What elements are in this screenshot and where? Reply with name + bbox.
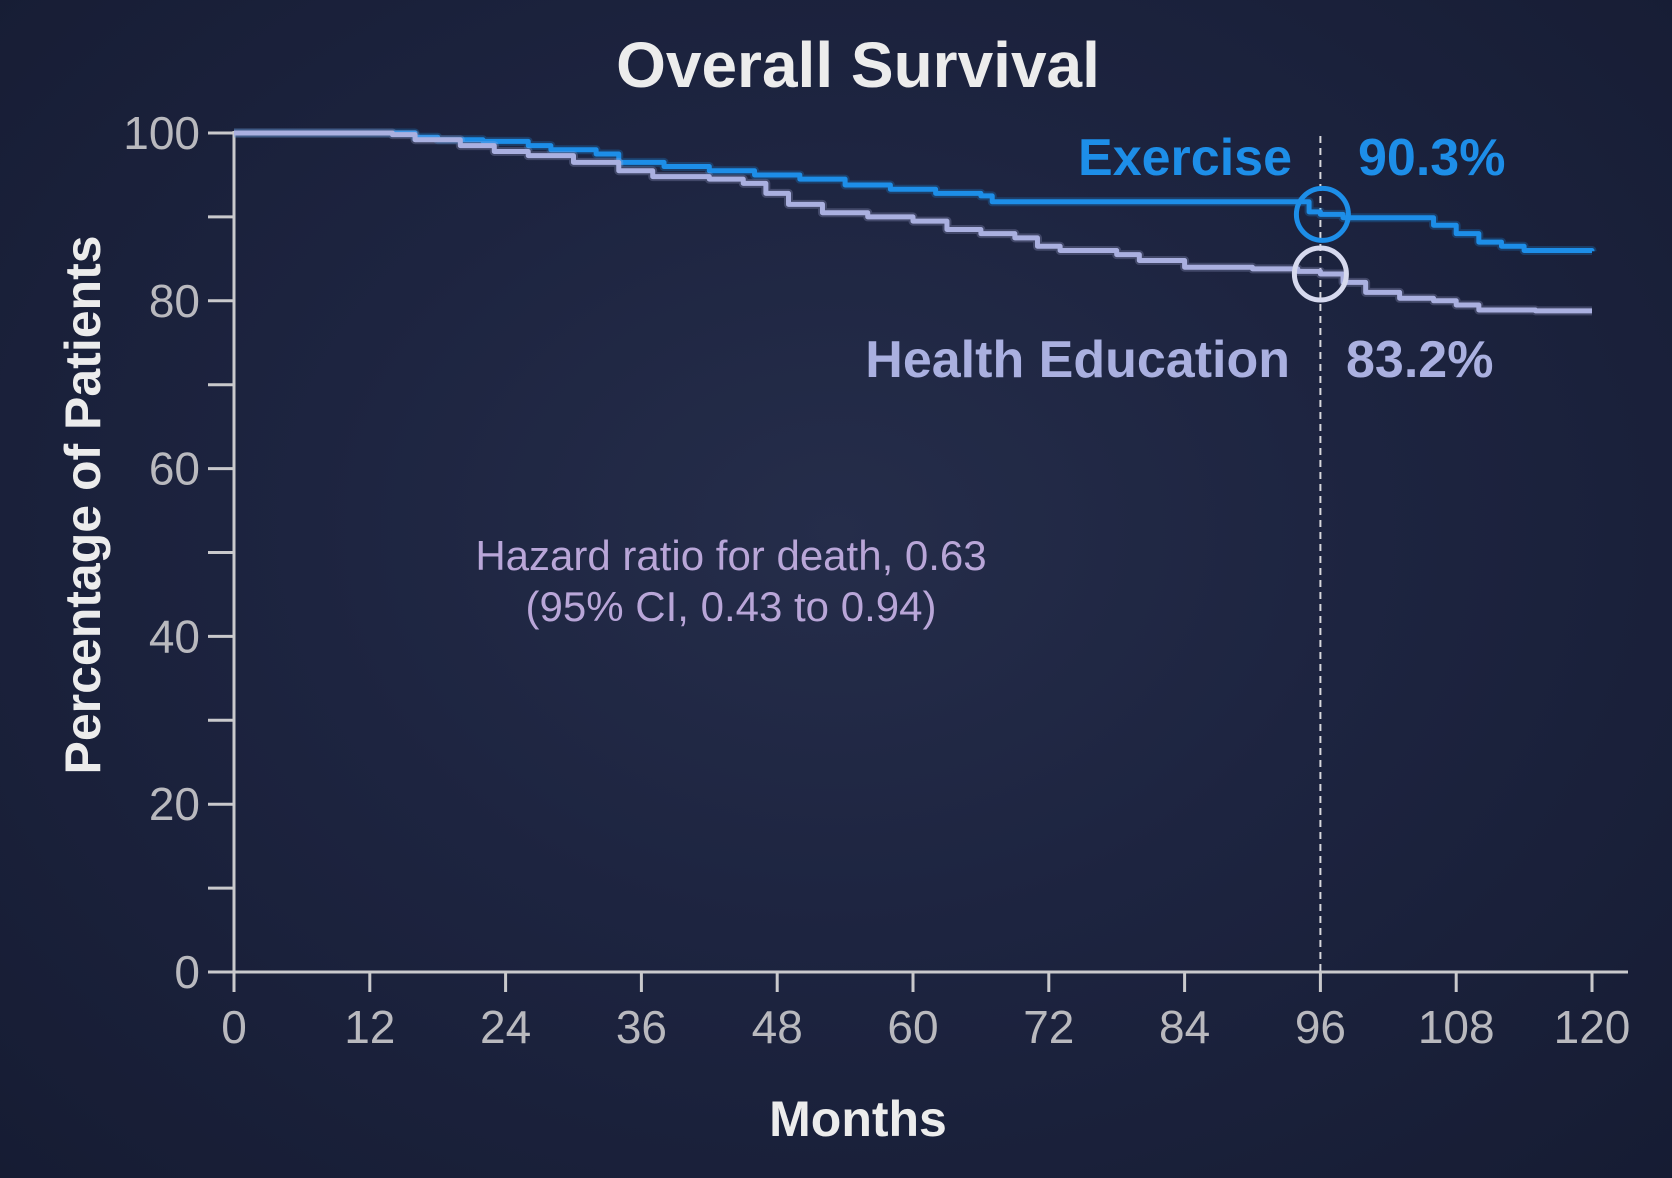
y-tick-label: 0: [174, 946, 200, 998]
y-tick-label: 20: [149, 778, 200, 830]
x-tick-label: 60: [887, 1001, 938, 1053]
survival-curves: [234, 128, 1597, 316]
chart-title: Overall Survival: [616, 29, 1100, 101]
y-tick-label: 80: [149, 275, 200, 327]
x-tick-label: 36: [616, 1001, 667, 1053]
exercise-label: Exercise: [1078, 129, 1292, 187]
x-tick-label: 0: [221, 1001, 247, 1053]
x-axis-title: Months: [769, 1091, 947, 1147]
x-tick-label: 84: [1159, 1001, 1210, 1053]
y-tick-label: 100: [123, 107, 200, 159]
y-axis-title: Percentage of Patients: [55, 235, 111, 774]
hazard-ratio-text: Hazard ratio for death, 0.63: [475, 532, 986, 579]
x-tick-label: 108: [1418, 1001, 1495, 1053]
health-education-label: Health Education: [865, 331, 1290, 389]
x-tick-label: 48: [752, 1001, 803, 1053]
x-tick-label: 72: [1023, 1001, 1074, 1053]
exercise-value-label: 90.3%: [1358, 129, 1505, 187]
x-tick-label: 120: [1554, 1001, 1631, 1053]
health-education-value-label: 83.2%: [1346, 331, 1493, 389]
x-tick-label: 12: [344, 1001, 395, 1053]
axes: 0 20 40 60 80 100 0 12 24 36 48 60 72 84 96 108 120: [123, 107, 1630, 1053]
x-tick-label: 96: [1295, 1001, 1346, 1053]
y-tick-label: 40: [149, 610, 200, 662]
health-education-curve: [234, 130, 1592, 314]
series-labels: Exercise 90.3% Health Education 83.2%: [865, 129, 1505, 389]
markers: [1291, 185, 1351, 303]
y-tick-label: 60: [149, 443, 200, 495]
x-tick-label: 24: [480, 1001, 531, 1053]
health-education-marker: [1291, 245, 1349, 303]
exercise-curve: [234, 130, 1595, 253]
exercise-marker: [1293, 185, 1351, 243]
confidence-interval-text: (95% CI, 0.43 to 0.94): [526, 583, 937, 630]
